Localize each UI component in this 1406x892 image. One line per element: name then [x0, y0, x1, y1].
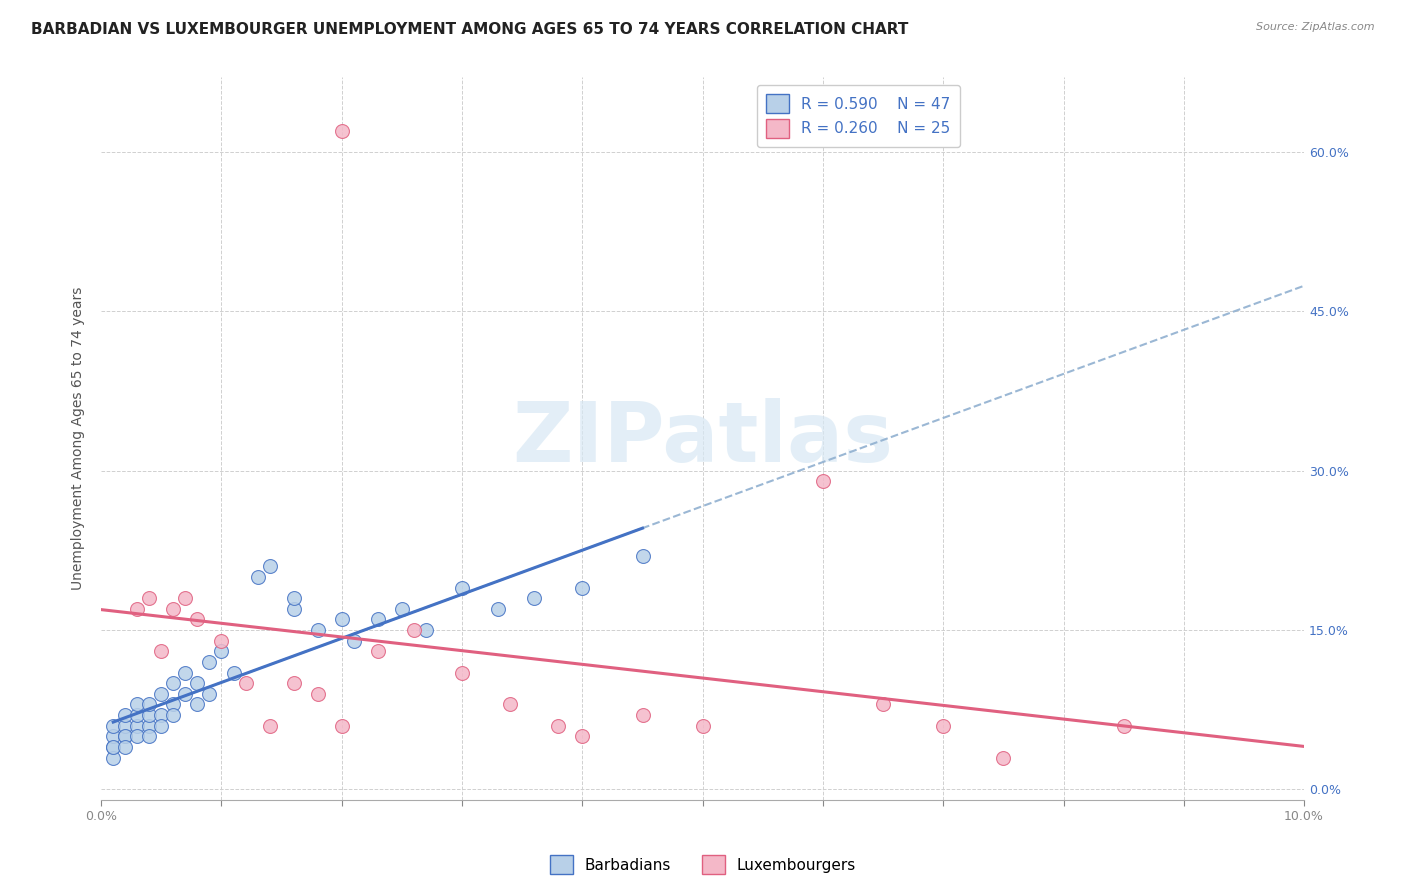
- Point: [1112, 719, 1135, 733]
- Point: [343, 633, 366, 648]
- Legend: R = 0.590    N = 47, R = 0.260    N = 25: R = 0.590 N = 47, R = 0.260 N = 25: [756, 85, 960, 147]
- Point: [127, 729, 149, 743]
- Point: [162, 698, 184, 712]
- Point: [391, 601, 413, 615]
- Point: [307, 687, 329, 701]
- Text: Source: ZipAtlas.com: Source: ZipAtlas.com: [1257, 22, 1375, 32]
- Point: [150, 708, 173, 723]
- Point: [103, 729, 125, 743]
- Point: [872, 698, 894, 712]
- Point: [138, 698, 160, 712]
- Point: [103, 750, 125, 764]
- Point: [162, 676, 184, 690]
- Point: [259, 719, 281, 733]
- Point: [547, 719, 569, 733]
- Point: [235, 676, 257, 690]
- Point: [211, 644, 233, 658]
- Point: [150, 719, 173, 733]
- Point: [103, 739, 125, 754]
- Point: [127, 698, 149, 712]
- Point: [138, 708, 160, 723]
- Point: [127, 719, 149, 733]
- Point: [571, 581, 593, 595]
- Point: [150, 644, 173, 658]
- Point: [415, 623, 437, 637]
- Point: [451, 665, 474, 680]
- Point: [631, 708, 654, 723]
- Point: [186, 612, 208, 626]
- Point: [138, 729, 160, 743]
- Point: [330, 612, 353, 626]
- Point: [174, 665, 197, 680]
- Point: [451, 581, 474, 595]
- Point: [571, 729, 593, 743]
- Point: [162, 601, 184, 615]
- Point: [174, 687, 197, 701]
- Point: [283, 676, 305, 690]
- Point: [283, 601, 305, 615]
- Point: [692, 719, 714, 733]
- Point: [186, 676, 208, 690]
- Point: [150, 687, 173, 701]
- Point: [246, 570, 269, 584]
- Point: [523, 591, 546, 606]
- Point: [499, 698, 522, 712]
- Point: [114, 739, 136, 754]
- Point: [174, 591, 197, 606]
- Point: [330, 123, 353, 137]
- Point: [162, 708, 184, 723]
- Point: [186, 698, 208, 712]
- Point: [222, 665, 245, 680]
- Point: [631, 549, 654, 563]
- Point: [486, 601, 509, 615]
- Legend: Barbadians, Luxembourgers: Barbadians, Luxembourgers: [544, 849, 862, 880]
- Point: [259, 559, 281, 574]
- Point: [114, 729, 136, 743]
- Text: BARBADIAN VS LUXEMBOURGER UNEMPLOYMENT AMONG AGES 65 TO 74 YEARS CORRELATION CHA: BARBADIAN VS LUXEMBOURGER UNEMPLOYMENT A…: [31, 22, 908, 37]
- Point: [307, 623, 329, 637]
- Point: [114, 719, 136, 733]
- Point: [811, 475, 834, 489]
- Point: [198, 655, 221, 669]
- Point: [138, 719, 160, 733]
- Point: [211, 633, 233, 648]
- Text: ZIPatlas: ZIPatlas: [512, 398, 893, 479]
- Point: [127, 708, 149, 723]
- Point: [138, 591, 160, 606]
- Point: [127, 601, 149, 615]
- Point: [103, 739, 125, 754]
- Point: [402, 623, 425, 637]
- Point: [198, 687, 221, 701]
- Point: [932, 719, 955, 733]
- Point: [103, 719, 125, 733]
- Point: [993, 750, 1015, 764]
- Point: [367, 644, 389, 658]
- Point: [114, 729, 136, 743]
- Point: [330, 719, 353, 733]
- Point: [283, 591, 305, 606]
- Point: [114, 708, 136, 723]
- Y-axis label: Unemployment Among Ages 65 to 74 years: Unemployment Among Ages 65 to 74 years: [72, 287, 86, 591]
- Point: [367, 612, 389, 626]
